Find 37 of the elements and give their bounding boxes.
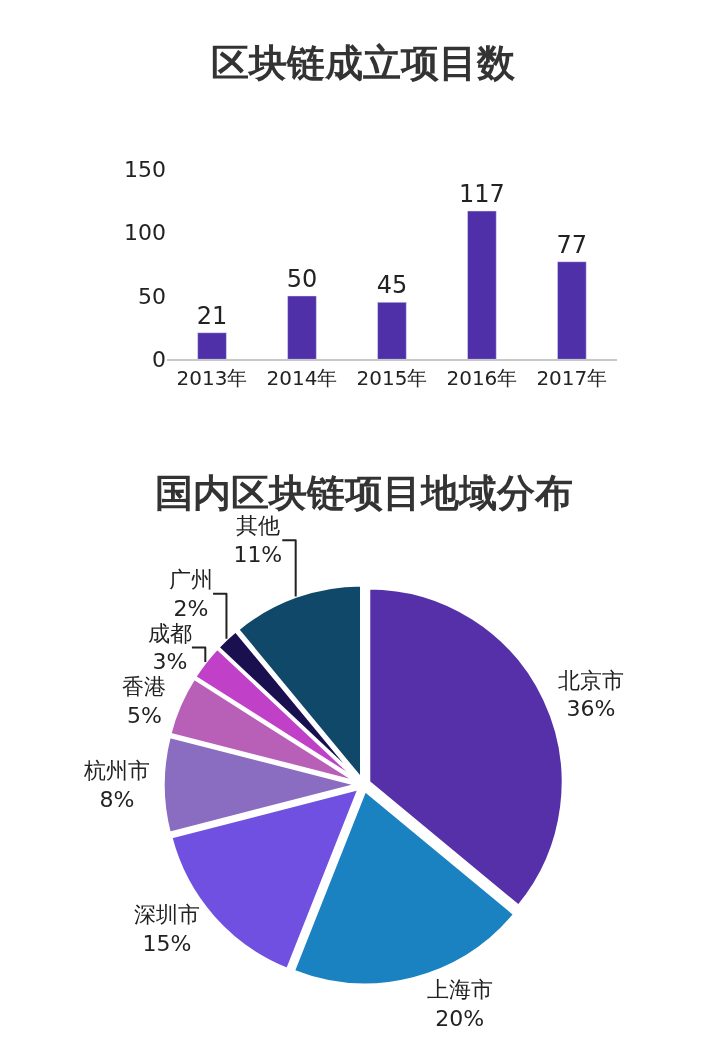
bar (287, 295, 317, 360)
bar (557, 261, 587, 360)
bar (197, 332, 227, 360)
slice-label: 深圳市 (133, 902, 200, 928)
data-label: 20% (435, 1005, 485, 1031)
bar (377, 302, 407, 360)
data-label: 5% (126, 702, 162, 728)
data-label: 45 (376, 271, 408, 300)
data-label: 117 (458, 179, 505, 208)
data-label: 77 (556, 230, 588, 259)
chart-title: 国内区块链项目地域分布 (155, 471, 573, 515)
data-label: 8% (99, 786, 135, 812)
data-label: 50 (286, 264, 318, 293)
y-tick-label: 0 (152, 347, 167, 373)
slice-label: 香港 (122, 674, 167, 700)
slice-label: 广州 (169, 567, 214, 593)
y-tick-label: 100 (124, 220, 167, 246)
chart-title: 区块链成立项目数 (211, 41, 516, 85)
slice-label: 成都 (147, 620, 192, 646)
slice-label: 北京市 (558, 667, 625, 693)
x-tick-label: 2013年 (176, 366, 248, 391)
slice-label: 其他 (235, 513, 280, 539)
data-label: 15% (142, 930, 192, 956)
data-label: 21 (196, 301, 228, 330)
slice-label: 杭州市 (82, 757, 150, 783)
bar (467, 210, 497, 360)
x-tick-label: 2015年 (356, 366, 428, 391)
y-tick-label: 150 (124, 156, 167, 182)
data-label: 36% (566, 696, 616, 722)
data-label: 2% (173, 595, 209, 621)
data-label: 3% (152, 649, 188, 675)
x-tick-label: 2016年 (446, 366, 518, 391)
slice-label: 上海市 (426, 977, 493, 1003)
data-label: 11% (233, 542, 283, 568)
y-tick-label: 50 (138, 283, 167, 309)
x-tick-label: 2014年 (266, 366, 338, 391)
x-tick-label: 2017年 (536, 366, 608, 391)
